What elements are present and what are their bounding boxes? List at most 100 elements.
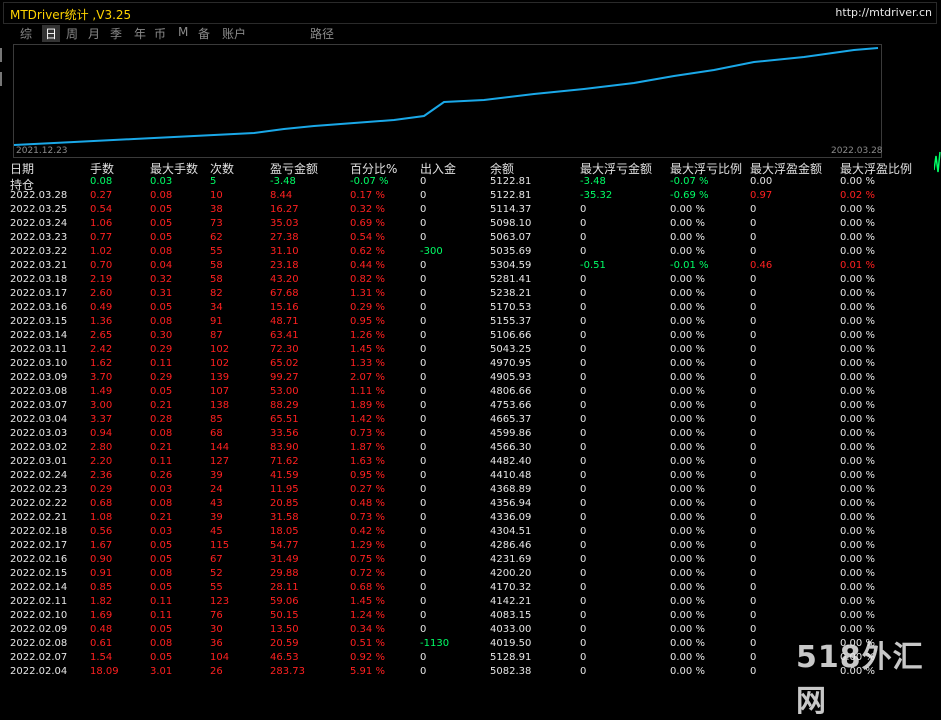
cell-pct: 0.82 % <box>350 274 385 285</box>
cell-deposit: 0 <box>420 428 427 439</box>
cell-max-float-profit: 0 <box>750 512 757 523</box>
cell-deposit: 0 <box>420 274 427 285</box>
cell-max-float-loss-pct: 0.00 % <box>670 428 705 439</box>
cell-pct: 1.89 % <box>350 400 385 411</box>
cell-max-lots: 0.28 <box>150 414 173 425</box>
cell-max-float-loss: 0 <box>580 596 587 607</box>
tab-6[interactable]: 币 <box>154 27 167 41</box>
cell-count: 82 <box>210 288 223 299</box>
tab-3[interactable]: 月 <box>88 27 101 41</box>
cell-date: 2022.03.03 <box>10 428 68 439</box>
table-row: 2022.03.21 0.70 0.04 58 23.18 0.44 % 0 5304.59 -… <box>0 260 920 274</box>
cell-balance: 5304.59 <box>490 260 532 271</box>
cell-max-float-profit-pct: 0.00 % <box>840 218 875 229</box>
cell-max-float-loss-pct: 0.00 % <box>670 302 705 313</box>
tab-5[interactable]: 年 <box>134 27 147 41</box>
cell-max-float-loss: 0 <box>580 610 587 621</box>
cell-deposit: 0 <box>420 288 427 299</box>
cell-max-float-profit: 0 <box>750 582 757 593</box>
cell-lots: 0.91 <box>90 568 113 579</box>
cell-pl: 54.77 <box>270 540 299 551</box>
cell-date: 2022.03.02 <box>10 442 68 453</box>
cell-deposit: 0 <box>420 554 427 565</box>
cell-max-float-loss-pct: -0.07 % <box>670 176 709 187</box>
table-row: 2022.02.09 0.48 0.05 30 13.50 0.34 % 0 4033.00 0… <box>0 624 920 638</box>
equity-curve-svg <box>14 47 879 146</box>
cell-count: 62 <box>210 232 223 243</box>
cell-date: 2022.02.22 <box>10 498 68 509</box>
cell-max-float-loss: -0.51 <box>580 260 606 271</box>
cell-max-float-loss: 0 <box>580 540 587 551</box>
cell-count: 26 <box>210 666 223 677</box>
cell-max-lots: 0.05 <box>150 624 173 635</box>
cell-max-float-loss: 0 <box>580 498 587 509</box>
cell-deposit: -300 <box>420 246 443 257</box>
cell-date: 2022.02.10 <box>10 610 68 621</box>
cell-pl: 99.27 <box>270 372 299 383</box>
cell-max-lots: 0.05 <box>150 302 173 313</box>
cell-max-lots: 0.05 <box>150 652 173 663</box>
cell-date: 2022.03.04 <box>10 414 68 425</box>
table-row: 2022.03.02 2.80 0.21 144 83.90 1.87 % 0 4566.30… <box>0 442 920 456</box>
cell-max-float-profit: 0 <box>750 428 757 439</box>
cell-deposit: 0 <box>420 666 427 677</box>
cell-lots: 2.20 <box>90 456 113 467</box>
cell-lots: 1.02 <box>90 246 113 257</box>
cell-pct: 0.69 % <box>350 218 385 229</box>
cell-lots: 0.70 <box>90 260 113 271</box>
cell-date: 2022.02.24 <box>10 470 68 481</box>
cell-lots: 0.49 <box>90 302 113 313</box>
cell-pct: 0.62 % <box>350 246 385 257</box>
cell-max-lots: 0.08 <box>150 428 173 439</box>
tab-1[interactable]: 日 <box>42 25 61 42</box>
cell-max-float-loss-pct: 0.00 % <box>670 484 705 495</box>
cell-max-float-profit-pct: 0.00 % <box>840 176 875 187</box>
cell-max-float-loss-pct: 0.00 % <box>670 274 705 285</box>
cell-pct: 1.63 % <box>350 456 385 467</box>
table-row: 2022.03.17 2.60 0.31 82 67.68 1.31 % 0 5238.21 0… <box>0 288 920 302</box>
cell-date: 2022.02.16 <box>10 554 68 565</box>
cell-max-float-profit-pct: 0.00 % <box>840 666 875 677</box>
chart-start-date: 2021.12.23 <box>16 146 68 156</box>
cell-max-float-loss-pct: 0.00 % <box>670 652 705 663</box>
cell-pl: 283.73 <box>270 666 305 677</box>
cell-max-float-profit: 0 <box>750 624 757 635</box>
cell-balance: 4566.30 <box>490 442 532 453</box>
table-row: 2022.03.10 1.62 0.11 102 65.02 1.33 % 0 4970.95… <box>0 358 920 372</box>
table-row: 2022.03.28 0.27 0.08 10 8.44 0.17 % 0 5122.81 -3… <box>0 190 920 204</box>
chart-end-date: 2022.03.28 <box>831 146 883 156</box>
cell-count: 34 <box>210 302 223 313</box>
tab-0[interactable]: 综 <box>20 27 33 41</box>
cell-lots: 2.42 <box>90 344 113 355</box>
cell-pct: 1.45 % <box>350 596 385 607</box>
cell-max-float-loss: 0 <box>580 666 587 677</box>
mini-chart-icon <box>934 151 941 173</box>
cell-max-float-loss-pct: 0.00 % <box>670 316 705 327</box>
position-row: 持仓 0.08 0.03 5 -3.48 -0.07 % 0 5122.81 -3.48 -0.0… <box>0 176 920 192</box>
cell-max-float-profit-pct: 0.00 % <box>840 624 875 635</box>
tab-10[interactable]: 路径 <box>310 27 335 41</box>
cell-lots: 1.36 <box>90 316 113 327</box>
cell-deposit: 0 <box>420 582 427 593</box>
cell-count: 91 <box>210 316 223 327</box>
cell-max-float-loss-pct: 0.00 % <box>670 554 705 565</box>
cell-max-float-profit-pct: 0.00 % <box>840 638 875 649</box>
cell-pl: 20.85 <box>270 498 299 509</box>
cell-pl: 88.29 <box>270 400 299 411</box>
tab-7[interactable]: M <box>178 25 189 39</box>
tab-9[interactable]: 账户 <box>222 27 247 41</box>
cell-deposit: 0 <box>420 316 427 327</box>
cell-max-float-profit-pct: 0.00 % <box>840 582 875 593</box>
table-row: 2022.03.09 3.70 0.29 139 99.27 2.07 % 0 4905.93… <box>0 372 920 386</box>
tab-4[interactable]: 季 <box>110 27 123 41</box>
cell-max-float-profit-pct: 0.00 % <box>840 302 875 313</box>
cell-balance: 4410.48 <box>490 470 532 481</box>
table-row: 2022.02.17 1.67 0.05 115 54.77 1.29 % 0 4286.46… <box>0 540 920 554</box>
cell-pct: 0.51 % <box>350 638 385 649</box>
tab-8[interactable]: 备 <box>198 27 211 41</box>
cell-pl: 33.56 <box>270 428 299 439</box>
cell-max-float-profit: 0 <box>750 218 757 229</box>
cell-max-float-loss: 0 <box>580 456 587 467</box>
website-link[interactable]: http://mtdriver.cn <box>835 6 932 19</box>
tab-2[interactable]: 周 <box>66 27 79 41</box>
